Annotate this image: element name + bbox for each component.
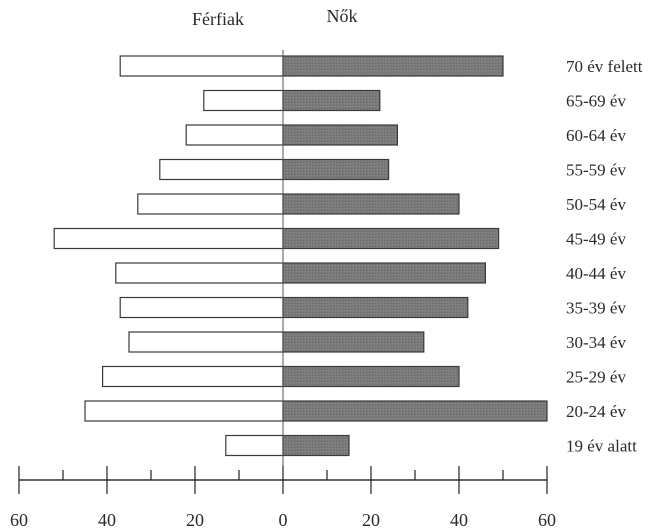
x-tick-label: 20 xyxy=(362,510,380,530)
bar-men-7 xyxy=(119,296,284,319)
category-label-5: 45-49 év xyxy=(566,230,626,249)
bar-women-2 xyxy=(282,124,399,146)
x-tick-label: 60 xyxy=(538,510,556,530)
category-label-3: 55-59 év xyxy=(566,161,626,180)
bar-men-6 xyxy=(115,262,284,284)
category-labels-group: 70 év felett 65-69 év 60-64 év 55-59 év 50-5… xyxy=(566,57,643,456)
category-label-7: 35-39 év xyxy=(566,299,626,318)
bar-women-10 xyxy=(282,400,548,422)
bar-women-8 xyxy=(282,331,425,353)
bar-men-1 xyxy=(203,89,284,112)
x-tick-label: 60 xyxy=(10,510,28,530)
x-tick-label: 20 xyxy=(186,510,204,530)
bar-men-8 xyxy=(128,331,284,353)
category-label-1: 65-69 év xyxy=(566,92,626,111)
bar-men-4 xyxy=(137,193,284,215)
bar-women-1 xyxy=(282,89,381,112)
x-axis: 60 40 20 0 20 40 60 xyxy=(10,50,556,530)
category-label-11: 19 év alatt xyxy=(566,437,637,456)
legend-label-men: Férfiak xyxy=(192,9,244,29)
bar-women-6 xyxy=(282,262,486,284)
category-label-9: 25-29 év xyxy=(566,368,626,387)
bar-men-9 xyxy=(101,365,284,388)
bar-women-9 xyxy=(282,365,460,388)
bar-women-7 xyxy=(282,296,469,319)
bar-men-0 xyxy=(119,55,284,77)
category-label-6: 40-44 év xyxy=(566,264,626,283)
bar-women-4 xyxy=(282,193,460,215)
category-label-10: 20-24 év xyxy=(566,402,626,421)
bar-women-5 xyxy=(282,227,500,250)
category-label-2: 60-64 év xyxy=(566,126,626,145)
x-tick-label: 40 xyxy=(450,510,468,530)
bar-men-5 xyxy=(53,227,284,250)
bar-women-11 xyxy=(282,434,350,457)
category-label-8: 30-34 év xyxy=(566,333,626,352)
category-label-0: 70 év felett xyxy=(566,57,643,76)
category-label-4: 50-54 év xyxy=(566,195,626,214)
bar-men-11 xyxy=(225,434,284,457)
bar-women-3 xyxy=(282,158,390,181)
bar-men-2 xyxy=(185,124,284,146)
bars-group xyxy=(53,55,548,457)
bar-women-0 xyxy=(282,55,504,77)
legend-label-women: Nők xyxy=(327,6,358,26)
bar-men-3 xyxy=(159,158,284,181)
x-tick-label: 40 xyxy=(98,510,116,530)
bar-men-10 xyxy=(84,400,284,422)
x-tick-label: 0 xyxy=(279,510,288,530)
